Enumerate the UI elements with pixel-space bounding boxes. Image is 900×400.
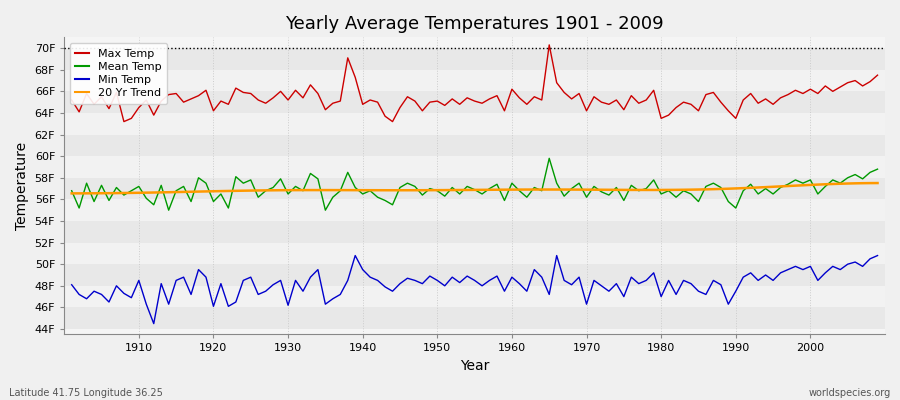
Text: worldspecies.org: worldspecies.org [809, 388, 891, 398]
Bar [64, 156, 885, 178]
Text: Latitude 41.75 Longitude 36.25: Latitude 41.75 Longitude 36.25 [9, 388, 163, 398]
Bar [64, 264, 885, 286]
Bar [64, 286, 885, 308]
Bar [64, 242, 885, 264]
Y-axis label: Temperature: Temperature [15, 142, 29, 230]
Bar [64, 199, 885, 221]
Bar [64, 48, 885, 70]
Title: Yearly Average Temperatures 1901 - 2009: Yearly Average Temperatures 1901 - 2009 [285, 15, 664, 33]
Bar [64, 91, 885, 113]
Bar [64, 221, 885, 242]
Bar [64, 113, 885, 134]
Bar [64, 134, 885, 156]
X-axis label: Year: Year [460, 359, 490, 373]
Bar [64, 308, 885, 329]
Legend: Max Temp, Mean Temp, Min Temp, 20 Yr Trend: Max Temp, Mean Temp, Min Temp, 20 Yr Tre… [70, 43, 166, 104]
Bar [64, 70, 885, 91]
Bar [64, 178, 885, 199]
